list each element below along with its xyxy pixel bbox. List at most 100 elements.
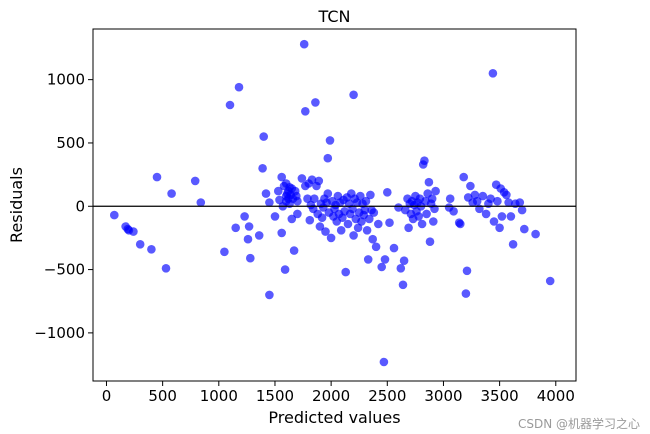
data-point [531,229,540,239]
data-point [374,219,383,229]
chart-title: TCN [318,7,351,26]
y-tick-label: 0 [75,197,85,215]
data-point [246,253,255,263]
data-point [420,156,429,165]
data-point [472,196,482,206]
data-point [515,198,525,207]
data-point [396,264,406,273]
data-point [398,280,408,290]
data-point [362,226,372,235]
data-point [289,246,299,255]
data-point [506,212,516,221]
data-point [297,174,307,183]
data-point [167,189,176,198]
data-point [478,191,488,201]
x-tick-label: 0 [102,387,112,405]
data-point [349,231,358,240]
data-point [270,212,280,221]
data-point [325,136,335,145]
data-point [110,210,119,220]
data-point [190,176,200,186]
data-point [341,267,351,277]
data-point [361,196,371,206]
y-tick-label: −500 [44,261,85,279]
data-point [280,265,290,274]
x-tick-label: 1000 [200,387,238,405]
data-point [323,189,333,198]
data-point [323,153,333,163]
data-point [363,255,373,264]
data-point [424,177,434,187]
data-point [425,237,435,246]
data-point [234,82,244,92]
data-point [349,90,358,100]
data-point [366,190,375,200]
data-point [343,219,353,229]
data-point [371,242,381,252]
data-point [520,224,529,234]
data-point [265,198,274,207]
data-point [240,212,249,221]
data-point [336,226,346,235]
data-point [429,217,438,226]
data-point [445,194,455,203]
data-point [502,190,511,200]
data-point [504,198,513,207]
data-point [161,264,171,273]
data-point [365,214,374,224]
data-point [353,223,363,233]
data-point [431,186,440,196]
data-point [305,215,315,225]
data-point [369,208,379,217]
data-points [110,39,555,367]
y-tick-label: 500 [56,134,85,152]
x-tick-label: 2500 [368,387,406,405]
data-point [427,194,437,203]
x-tick-label: 3500 [481,387,519,405]
data-point [495,223,504,233]
x-tick-label: 500 [148,387,177,405]
data-point [488,69,498,78]
data-point [481,209,491,219]
data-point [299,39,309,49]
data-point [459,172,469,182]
data-point [422,209,431,219]
data-point [152,172,162,182]
data-point [317,213,327,222]
data-point [135,240,145,249]
data-point [258,164,267,173]
data-point [244,222,254,231]
data-point [293,196,302,206]
data-point [486,194,495,203]
data-point [321,227,330,236]
data-point [449,207,458,216]
data-point [493,196,502,206]
data-point [293,209,302,219]
data-point [129,227,138,236]
x-tick-label: 1500 [256,387,294,405]
data-point [307,175,317,184]
data-point [360,205,370,215]
data-point [225,100,235,110]
data-point [404,223,413,233]
data-point [147,245,156,254]
x-axis-label: Predicted values [268,408,400,427]
data-point [287,214,297,224]
data-point [508,240,518,249]
data-point [196,198,206,207]
x-axis-ticks: 0 500 1000 1500 2000 2500 3000 3500 4000 [102,381,575,405]
y-tick-label: −1000 [34,324,85,342]
x-tick-label: 4000 [537,387,575,405]
data-point [385,218,394,227]
data-point [315,222,325,231]
data-point [466,181,475,191]
data-point [517,205,527,215]
y-axis-ticks: −1000 −500 0 500 1000 [34,71,93,342]
data-point [456,219,465,229]
data-point [275,195,284,205]
data-point [377,262,387,272]
data-point [356,191,365,201]
data-point [254,231,264,240]
data-point [274,186,283,196]
data-point [399,256,409,266]
